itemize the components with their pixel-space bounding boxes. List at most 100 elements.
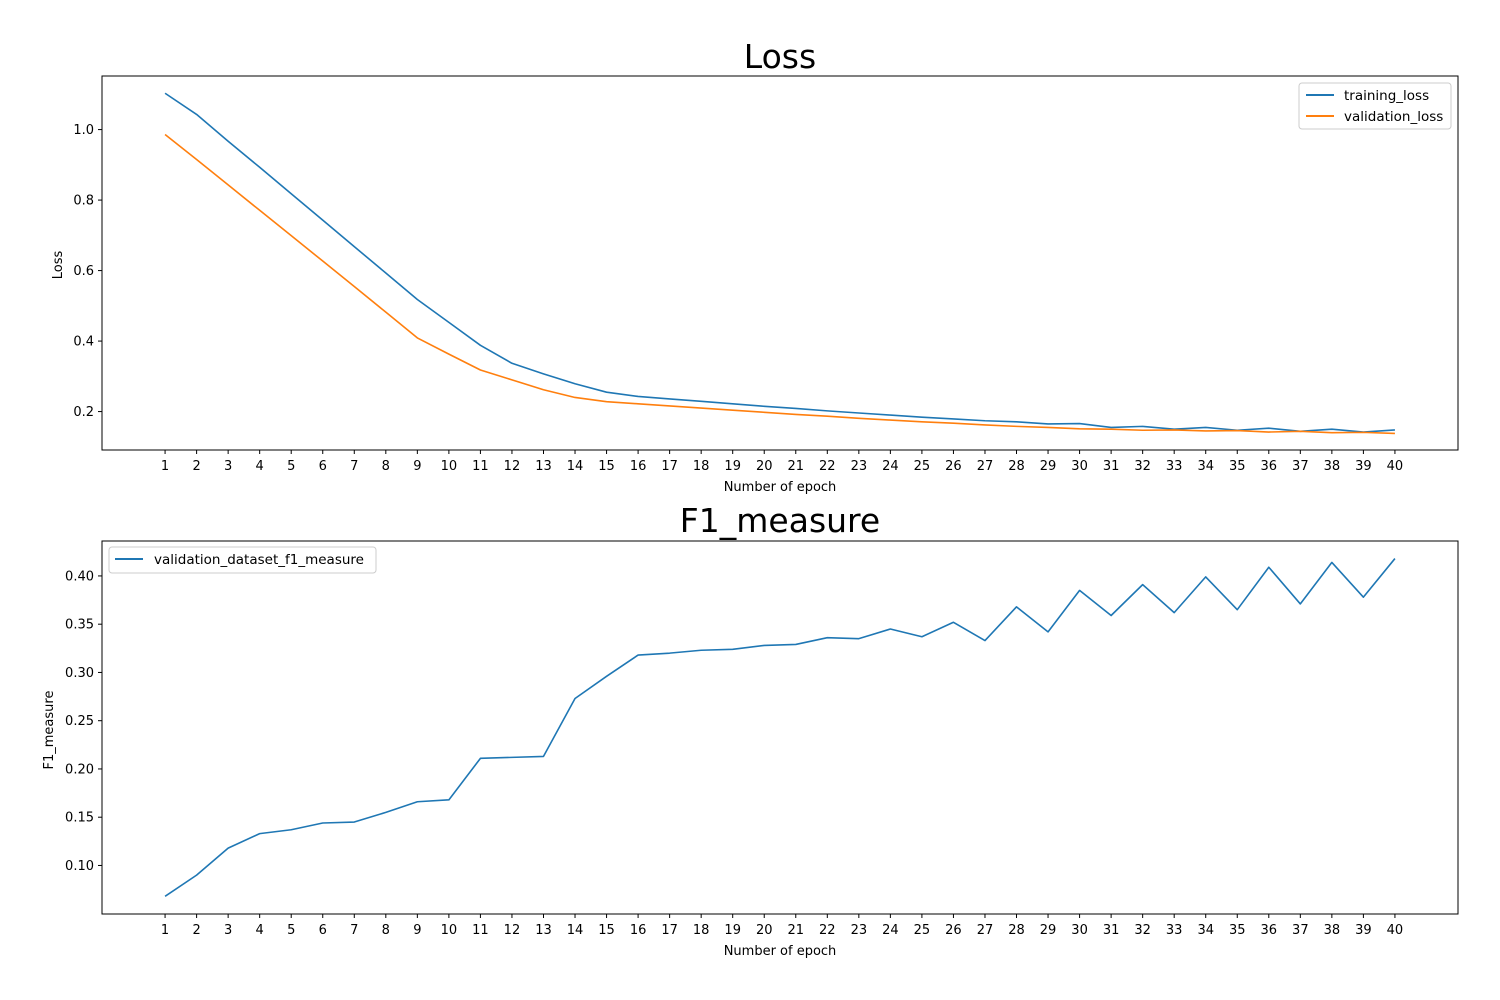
f1-plot-frame	[101, 540, 1459, 915]
loss-x-tick-label: 15	[598, 459, 615, 474]
f1-x-tick-label: 12	[504, 923, 521, 938]
f1-x-tick-label: 20	[756, 923, 773, 938]
loss-x-tick-label: 28	[1008, 459, 1025, 474]
f1-x-tick-label: 16	[630, 923, 647, 938]
loss-x-tick-label: 12	[504, 459, 521, 474]
f1-x-tick-label: 6	[319, 923, 327, 938]
loss-x-tick-label: 7	[350, 459, 358, 474]
loss-series-group	[164, 92, 1395, 435]
loss-x-tick-label: 1	[161, 459, 169, 474]
f1-x-tick-label: 36	[1261, 923, 1278, 938]
f1-x-tick-label: 38	[1324, 923, 1341, 938]
loss-legend-box	[1298, 82, 1452, 130]
f1-x-tick-label: 39	[1355, 923, 1372, 938]
loss-x-tick-label: 24	[882, 459, 899, 474]
loss-x-tick-label: 26	[945, 459, 962, 474]
loss-chart-title: Loss	[744, 37, 816, 76]
loss-x-tick-label: 36	[1261, 459, 1278, 474]
loss-x-tick-label: 19	[724, 459, 741, 474]
f1-x-tick-label: 9	[413, 923, 421, 938]
loss-series-line-0	[164, 92, 1395, 433]
loss-x-tick-label: 8	[382, 459, 390, 474]
loss-x-tick-label: 2	[192, 459, 200, 474]
loss-x-tick-label: 39	[1355, 459, 1372, 474]
loss-plot-frame	[101, 75, 1459, 451]
loss-x-axis-label: Number of epoch	[724, 480, 837, 495]
f1-legend-label: validation_dataset_f1_measure	[154, 552, 364, 568]
loss-y-tick-label: 0.4	[73, 335, 94, 350]
f1-y-tick-label: 0.10	[65, 859, 94, 874]
f1-chart-title: F1_measure	[680, 501, 880, 540]
loss-chart: Loss 1 2 3 4 5 6 7 8 9 10 11 12 13 14 15 16 17 18 19 20 21 22…	[51, 37, 1459, 495]
loss-legend-label-validation: validation_loss	[1344, 109, 1443, 125]
loss-y-tick-label: 0.2	[73, 405, 94, 420]
f1-x-tick-label: 18	[693, 923, 710, 938]
f1-x-tick-label: 2	[192, 923, 200, 938]
loss-series-line-1	[164, 133, 1395, 435]
f1-x-tick-label: 23	[851, 923, 868, 938]
f1-x-ticks: 1 2 3 4 5 6 7 8 9 10 11 12 13 14 15 16 17 18 19 20 21 22 23 24 2…	[161, 914, 1403, 938]
loss-y-tick-label: 0.6	[73, 264, 94, 279]
loss-x-tick-label: 38	[1324, 459, 1341, 474]
f1-y-tick-label: 0.20	[65, 762, 94, 777]
f1-x-tick-label: 29	[1040, 923, 1057, 938]
loss-x-tick-label: 11	[472, 459, 489, 474]
f1-x-tick-label: 1	[161, 923, 169, 938]
f1-x-tick-label: 25	[914, 923, 931, 938]
f1-x-tick-label: 4	[256, 923, 264, 938]
f1-x-tick-label: 14	[567, 923, 584, 938]
loss-x-tick-label: 14	[567, 459, 584, 474]
f1-series-line-0	[164, 558, 1396, 898]
f1-x-tick-label: 8	[382, 923, 390, 938]
f1-y-tick-label: 0.35	[65, 618, 94, 633]
f1-x-tick-label: 40	[1387, 923, 1404, 938]
f1-x-tick-label: 17	[661, 923, 678, 938]
loss-x-tick-label: 34	[1197, 459, 1214, 474]
f1-x-tick-label: 30	[1071, 923, 1088, 938]
loss-x-tick-label: 29	[1040, 459, 1057, 474]
f1-x-tick-label: 15	[598, 923, 615, 938]
loss-x-ticks: 1 2 3 4 5 6 7 8 9 10 11 12 13 14 15 16 17 18 19 20 21 22 23 24 2…	[161, 450, 1403, 474]
f1-y-ticks: 0.10 0.15 0.20 0.25 0.30 0.35 0.40	[65, 569, 102, 874]
f1-x-tick-label: 7	[350, 923, 358, 938]
f1-x-axis-label: Number of epoch	[724, 944, 837, 959]
f1-y-axis-label: F1_measure	[42, 691, 57, 770]
loss-x-tick-label: 25	[914, 459, 931, 474]
loss-x-tick-label: 23	[851, 459, 868, 474]
loss-y-axis-label: Loss	[51, 251, 66, 280]
f1-y-tick-label: 0.25	[65, 714, 94, 729]
f1-x-tick-label: 22	[819, 923, 836, 938]
f1-x-tick-label: 33	[1166, 923, 1183, 938]
f1-x-tick-label: 21	[787, 923, 804, 938]
f1-y-tick-label: 0.40	[65, 569, 94, 584]
loss-x-tick-label: 13	[535, 459, 552, 474]
f1-x-tick-label: 5	[287, 923, 295, 938]
loss-legend-label-training: training_loss	[1344, 88, 1429, 104]
loss-x-tick-label: 20	[756, 459, 773, 474]
loss-x-tick-label: 16	[630, 459, 647, 474]
loss-x-tick-label: 37	[1292, 459, 1309, 474]
f1-x-tick-label: 31	[1103, 923, 1120, 938]
f1-x-tick-label: 10	[441, 923, 458, 938]
f1-x-tick-label: 11	[472, 923, 489, 938]
loss-x-tick-label: 31	[1103, 459, 1120, 474]
f1-x-tick-label: 13	[535, 923, 552, 938]
loss-x-tick-label: 35	[1229, 459, 1246, 474]
loss-x-tick-label: 6	[319, 459, 327, 474]
loss-legend: training_loss validation_loss	[1298, 82, 1452, 130]
f1-x-tick-label: 27	[977, 923, 994, 938]
f1-x-tick-label: 37	[1292, 923, 1309, 938]
f1-series-group	[164, 558, 1396, 898]
f1-x-tick-label: 19	[724, 923, 741, 938]
f1-x-tick-label: 3	[224, 923, 232, 938]
f1-x-tick-label: 24	[882, 923, 899, 938]
loss-y-tick-label: 0.8	[73, 194, 94, 209]
loss-x-tick-label: 27	[977, 459, 994, 474]
f1-x-tick-label: 28	[1008, 923, 1025, 938]
loss-x-tick-label: 4	[256, 459, 264, 474]
loss-x-tick-label: 5	[287, 459, 295, 474]
f1-legend-box	[108, 546, 377, 574]
loss-x-tick-label: 18	[693, 459, 710, 474]
